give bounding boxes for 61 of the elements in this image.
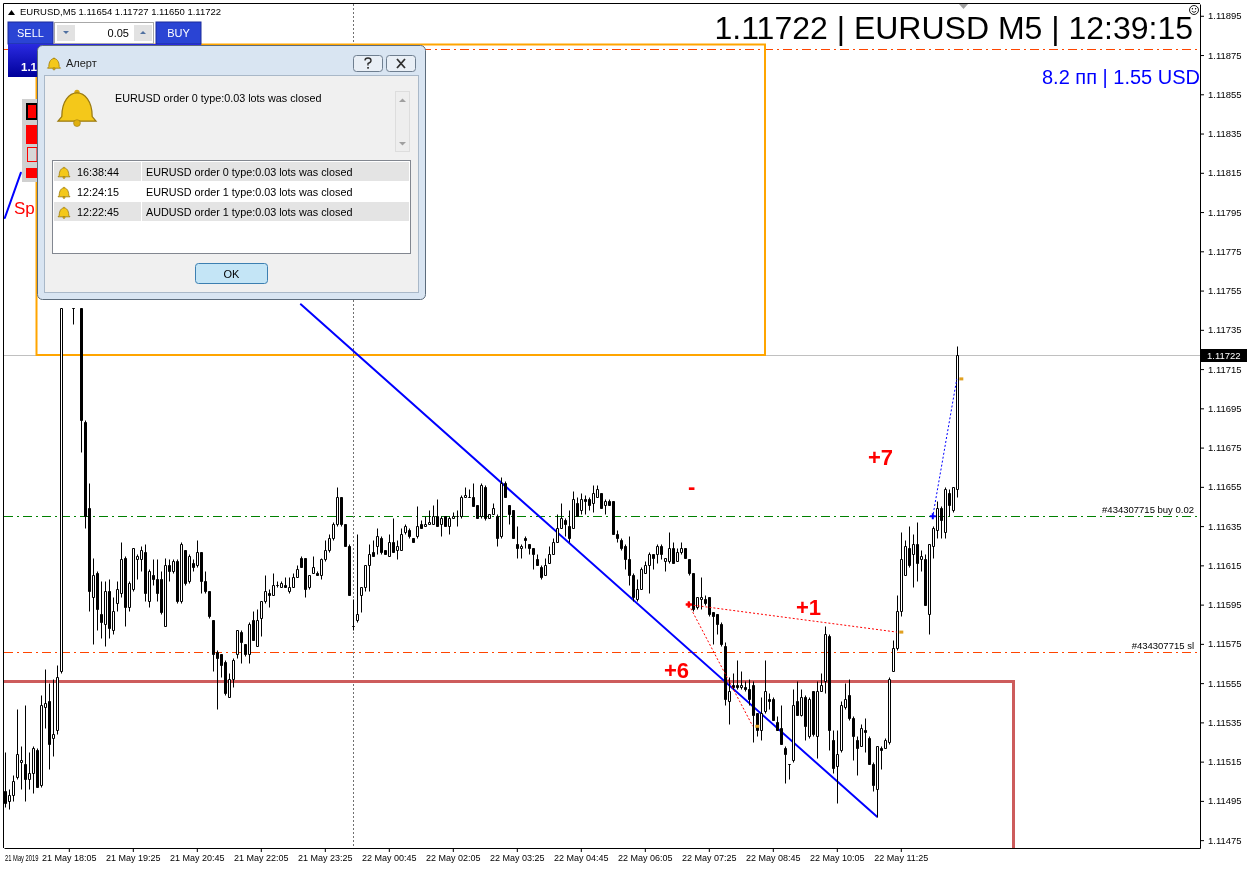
y-tick-label: 1.11475 <box>1208 834 1242 846</box>
x-tick-label: 21 May 22:05 <box>234 853 289 864</box>
ref-line-label: 1.11722 <box>1207 349 1241 361</box>
y-tick-label: 1.11875 <box>1208 49 1242 61</box>
ref-line-label: #434307715 sl <box>1131 639 1194 651</box>
y-tick-label: 1.11775 <box>1208 245 1242 257</box>
annotation: SELL <box>17 26 44 39</box>
annotation: 16:38:44 <box>77 165 120 178</box>
x-tick-label: 22 May 08:45 <box>746 853 801 864</box>
x-tick-label: 21 May 23:25 <box>298 853 353 864</box>
y-tick-label: 1.11575 <box>1208 638 1242 650</box>
y-tick-label: 1.11535 <box>1208 716 1242 728</box>
x-tick-label: 22 May 06:05 <box>618 853 673 864</box>
annotation: 8.2 пп | 1.55 USD <box>1041 66 1200 88</box>
annotation: EURUSD order 0 type:0.03 lots was closed <box>115 91 322 104</box>
x-tick-label: 21 May 18:05 <box>42 853 97 864</box>
x-tick-label: 22 May 10:05 <box>810 853 865 864</box>
y-tick-label: 1.11695 <box>1208 402 1242 414</box>
y-tick-label: 1.11615 <box>1208 559 1242 571</box>
annotation: 0.05 <box>107 26 129 39</box>
ref-line-label: #434307715 buy 0.02 <box>1102 503 1194 515</box>
y-tick-label: 1.11515 <box>1208 756 1242 768</box>
x-tick-label: 21 May 20:45 <box>170 853 225 864</box>
annotation: Sp <box>14 198 35 218</box>
annotation: Алерт <box>66 56 97 69</box>
annotation: 1.11722 | EURUSD M5 | 12:39:15 <box>714 10 1193 47</box>
y-tick-label: 1.11655 <box>1208 481 1242 493</box>
x-tick-label: 22 May 02:05 <box>426 853 481 864</box>
annotation: OK <box>223 267 241 280</box>
x-tick-label: 22 May 07:25 <box>682 853 737 864</box>
annotation: +7 <box>868 444 894 470</box>
y-tick-label: 1.11855 <box>1208 88 1242 100</box>
annotation: 12:24:15 <box>77 185 120 198</box>
x-tick-label: 22 May 03:25 <box>490 853 545 864</box>
y-tick-label: 1.11675 <box>1208 442 1242 454</box>
y-tick-label: 1.11735 <box>1208 324 1242 336</box>
annotation: BUY <box>167 26 191 39</box>
y-tick-label: 1.11635 <box>1208 520 1242 532</box>
y-tick-label: 1.11835 <box>1208 128 1242 140</box>
y-tick-label: 1.11755 <box>1208 285 1242 297</box>
x-tick-label: 22 May 00:45 <box>362 853 417 864</box>
annotation: EURUSD order 1 type:0.03 lots was closed <box>146 185 353 198</box>
y-tick-label: 1.11895 <box>1208 10 1242 22</box>
annotation: EURUSD order 0 type:0.03 lots was closed <box>146 165 353 178</box>
chart-title: EURUSD,M5 1.11654 1.11727 1.11650 1.11722 <box>20 6 222 18</box>
annotation: +6 <box>664 657 690 683</box>
y-tick-label: 1.11795 <box>1208 206 1242 218</box>
text: 21 May 2019 <box>5 853 39 864</box>
x-tick-label: 22 May 04:45 <box>554 853 609 864</box>
annotation: AUDUSD order 1 type:0.03 lots was closed <box>146 205 353 218</box>
annotation: - <box>688 473 696 499</box>
y-tick-label: 1.11595 <box>1208 599 1242 611</box>
y-tick-label: 1.11555 <box>1208 677 1242 689</box>
x-tick-label: 22 May 11:25 <box>874 853 929 864</box>
annotation: +1 <box>796 594 822 620</box>
y-tick-label: 1.11715 <box>1208 363 1242 375</box>
annotation: 12:22:45 <box>77 205 120 218</box>
y-tick-label: 1.11815 <box>1208 167 1242 179</box>
x-tick-label: 21 May 19:25 <box>106 853 161 864</box>
y-tick-label: 1.11495 <box>1208 795 1242 807</box>
annotation: 1.1 <box>21 61 38 74</box>
